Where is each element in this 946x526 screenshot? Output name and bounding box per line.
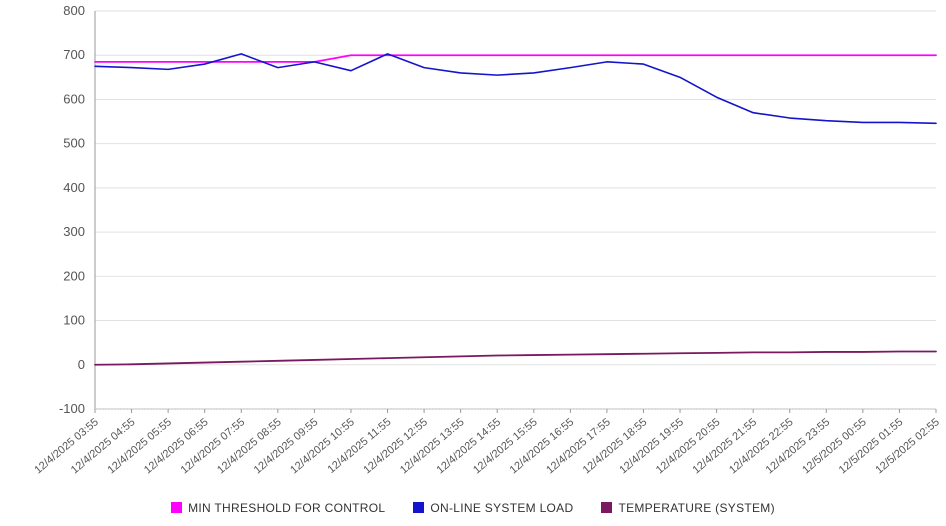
svg-text:12/4/2025 20:55: 12/4/2025 20:55 [654,416,723,476]
svg-text:12/4/2025 05:55: 12/4/2025 05:55 [105,416,174,476]
legend-item-temperature[interactable]: TEMPERATURE (SYSTEM) [601,501,774,515]
svg-text:12/4/2025 08:55: 12/4/2025 08:55 [215,416,284,476]
svg-text:-100: -100 [59,401,85,416]
svg-text:12/5/2025 01:55: 12/5/2025 01:55 [837,416,906,476]
legend-item-min-threshold[interactable]: MIN THRESHOLD FOR CONTROL [171,501,385,515]
svg-text:12/4/2025 12:55: 12/4/2025 12:55 [361,416,430,476]
svg-text:800: 800 [63,3,85,18]
legend-label-temperature: TEMPERATURE (SYSTEM) [618,501,774,515]
legend-item-online-load[interactable]: ON-LINE SYSTEM LOAD [413,501,573,515]
svg-text:12/4/2025 16:55: 12/4/2025 16:55 [508,416,577,476]
svg-text:12/4/2025 03:55: 12/4/2025 03:55 [32,416,101,476]
svg-text:700: 700 [63,47,85,62]
legend-label-min-threshold: MIN THRESHOLD FOR CONTROL [188,501,385,515]
svg-text:12/4/2025 18:55: 12/4/2025 18:55 [581,416,650,476]
min-threshold-swatch-icon [171,502,182,513]
svg-text:12/4/2025 17:55: 12/4/2025 17:55 [544,416,613,476]
svg-text:12/4/2025 19:55: 12/4/2025 19:55 [617,416,686,476]
series-lines [95,54,936,365]
svg-text:400: 400 [63,180,85,195]
svg-text:100: 100 [63,313,85,328]
svg-text:12/4/2025 06:55: 12/4/2025 06:55 [142,416,211,476]
svg-text:500: 500 [63,136,85,151]
svg-text:12/4/2025 21:55: 12/4/2025 21:55 [690,416,759,476]
yaxis-labels: 800 700 600 500 400 300 200 100 0 -100 [59,3,85,416]
svg-text:12/4/2025 14:55: 12/4/2025 14:55 [435,416,504,476]
svg-text:200: 200 [63,268,85,283]
svg-text:12/4/2025 15:55: 12/4/2025 15:55 [471,416,540,476]
chart-legend: MIN THRESHOLD FOR CONTROL ON-LINE SYSTEM… [0,495,946,520]
online-load-swatch-icon [413,502,424,513]
series-line-on-line-system-load[interactable] [95,54,936,123]
chart-svg: 800 700 600 500 400 300 200 100 0 -100 12/4/2025 … [0,0,946,526]
series-line-temperature-system-[interactable] [95,352,936,365]
svg-text:12/4/2025 09:55: 12/4/2025 09:55 [252,416,321,476]
svg-text:12/5/2025 00:55: 12/5/2025 00:55 [800,416,869,476]
svg-text:600: 600 [63,91,85,106]
svg-text:12/4/2025 11:55: 12/4/2025 11:55 [325,416,393,476]
legend-label-online-load: ON-LINE SYSTEM LOAD [430,501,573,515]
svg-text:12/5/2025 02:55: 12/5/2025 02:55 [873,416,942,476]
temperature-swatch-icon [601,502,612,513]
svg-text:12/4/2025 23:55: 12/4/2025 23:55 [764,416,833,476]
svg-text:0: 0 [78,357,85,372]
line-chart-container: 800 700 600 500 400 300 200 100 0 -100 12/4/2025 … [0,0,946,526]
svg-text:12/4/2025 07:55: 12/4/2025 07:55 [179,416,248,476]
series-line-min-threshold-for-control[interactable] [95,55,936,62]
svg-text:12/4/2025 13:55: 12/4/2025 13:55 [398,416,467,476]
svg-text:300: 300 [63,224,85,239]
svg-text:12/4/2025 22:55: 12/4/2025 22:55 [727,416,796,476]
svg-text:12/4/2025 10:55: 12/4/2025 10:55 [288,416,357,476]
svg-text:12/4/2025 04:55: 12/4/2025 04:55 [69,416,138,476]
